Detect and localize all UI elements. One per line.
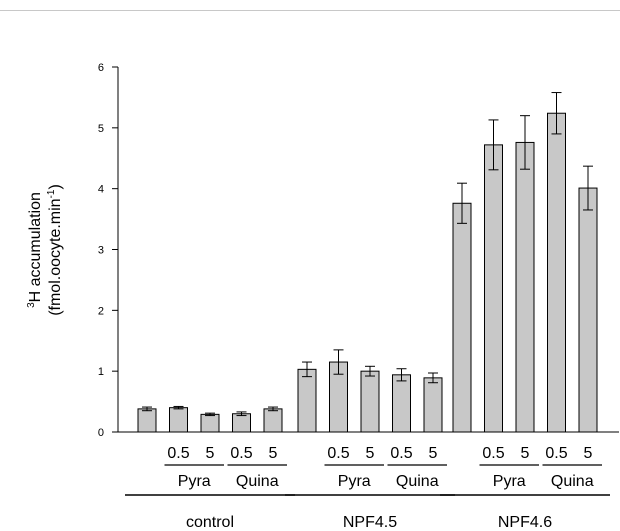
bar xyxy=(263,408,283,433)
bar xyxy=(452,202,472,433)
y-axis-title-sup-3: 3 xyxy=(26,302,37,308)
bar xyxy=(232,413,251,433)
y-tick-label: 5 xyxy=(98,123,104,135)
y-tick-label: 0 xyxy=(98,427,104,439)
drug-label: Quina xyxy=(551,473,594,490)
bar xyxy=(484,144,503,433)
concentration-label: 5 xyxy=(206,445,215,462)
y-tick-label: 4 xyxy=(98,184,104,196)
concentration-label: 5 xyxy=(521,445,530,462)
bar xyxy=(200,413,220,433)
bar xyxy=(137,408,157,433)
bar xyxy=(515,141,535,433)
concentration-label: 0.5 xyxy=(327,445,349,462)
y-axis-title-line2: (fmol.oocyte.min xyxy=(47,198,64,315)
bar xyxy=(392,374,411,433)
x-labels: 0.5 5 0.5 5 Pyra Quina control 0.5 5 0.5 5 Pyra Quin… xyxy=(125,445,610,531)
concentration-label: 0.5 xyxy=(545,445,567,462)
svg-text:3H accumulation: 3H accumulation xyxy=(26,192,44,308)
concentration-label: 0.5 xyxy=(230,445,252,462)
top-divider xyxy=(0,10,620,11)
concentration-label: 5 xyxy=(366,445,375,462)
y-axis-title-sup-minus1: -1 xyxy=(46,189,57,198)
y-tick-label: 3 xyxy=(98,245,104,257)
concentration-label: 5 xyxy=(429,445,438,462)
y-tick-label: 1 xyxy=(98,366,104,378)
group-label: NPF4.6 xyxy=(498,514,552,531)
drug-label: Pyra xyxy=(493,473,526,490)
bar xyxy=(360,370,380,433)
drug-label: Pyra xyxy=(338,473,371,490)
concentration-label: 5 xyxy=(269,445,278,462)
drug-label: Quina xyxy=(396,473,439,490)
svg-text:(fmol.oocyte.min-1): (fmol.oocyte.min-1) xyxy=(46,184,64,316)
y-tick-label: 6 xyxy=(98,62,104,74)
y-tick-label: 2 xyxy=(98,305,104,317)
group-label: control xyxy=(186,514,234,531)
concentration-label: 5 xyxy=(584,445,593,462)
bar xyxy=(423,377,443,433)
bars xyxy=(137,92,598,433)
concentration-label: 0.5 xyxy=(482,445,504,462)
bar xyxy=(169,407,188,433)
drug-label: Pyra xyxy=(178,473,211,490)
bar xyxy=(297,368,317,433)
concentration-label: 0.5 xyxy=(167,445,189,462)
y-axis-title: 3H accumulation (fmol.oocyte.min-1) xyxy=(26,184,64,316)
concentration-label: 0.5 xyxy=(390,445,412,462)
y-axis-title-line2-end: ) xyxy=(47,184,64,189)
axes: 0 1 2 3 4 5 6 xyxy=(98,62,619,439)
bar xyxy=(547,112,566,433)
drug-label: Quina xyxy=(236,473,279,490)
group-label: NPF4.5 xyxy=(343,514,397,531)
bar xyxy=(578,187,598,433)
y-axis-title-line1: H accumulation xyxy=(27,192,44,302)
